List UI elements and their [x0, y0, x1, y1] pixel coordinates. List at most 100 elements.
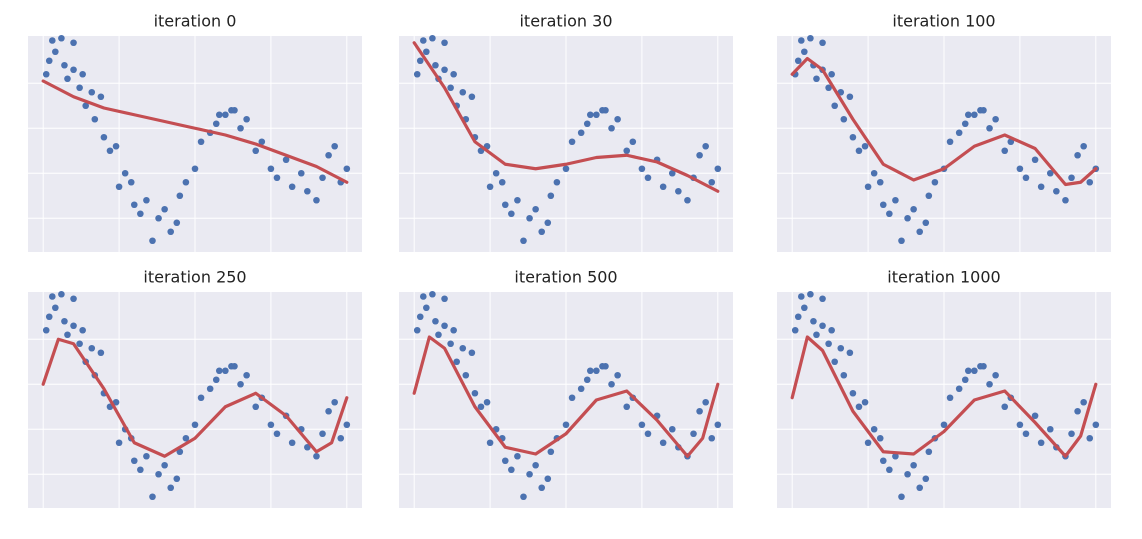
point [441, 322, 448, 330]
point [831, 358, 838, 366]
point [971, 367, 978, 375]
point [791, 326, 799, 334]
point [593, 111, 600, 119]
point [553, 178, 561, 186]
point [447, 340, 454, 348]
point [813, 331, 820, 339]
point [876, 434, 884, 442]
point [1046, 425, 1054, 433]
point [413, 326, 421, 334]
point [325, 407, 332, 415]
point [828, 326, 835, 334]
point [986, 380, 993, 388]
point [42, 326, 50, 334]
point [432, 317, 439, 325]
point [462, 371, 470, 379]
point [614, 115, 621, 123]
point [88, 344, 96, 352]
point [532, 205, 539, 213]
point [304, 187, 311, 195]
point [925, 448, 933, 456]
point [702, 142, 709, 150]
point [419, 293, 427, 300]
point [423, 304, 430, 312]
point [212, 120, 220, 128]
point [568, 394, 576, 402]
point [222, 367, 229, 375]
point [459, 88, 467, 96]
point [638, 165, 646, 173]
point [602, 362, 609, 370]
point [508, 466, 515, 474]
point [602, 106, 609, 114]
point [88, 88, 96, 96]
point [547, 448, 555, 456]
point [922, 475, 930, 483]
point [961, 376, 969, 384]
point [1080, 398, 1087, 406]
point [137, 466, 144, 474]
point [1086, 178, 1094, 186]
point [583, 376, 591, 384]
point [477, 403, 485, 411]
point [191, 421, 199, 429]
panel-title: iteration 250 [143, 268, 246, 287]
point [161, 461, 168, 469]
point [42, 70, 50, 78]
point [48, 293, 56, 300]
point [212, 376, 220, 384]
point [61, 61, 68, 69]
point [980, 106, 987, 114]
point [514, 452, 521, 460]
point [986, 124, 993, 132]
point [807, 34, 814, 42]
point [501, 201, 509, 209]
point [797, 293, 805, 300]
point [886, 210, 893, 218]
point [1016, 165, 1024, 173]
point [898, 237, 905, 245]
point [586, 111, 594, 119]
point [544, 219, 552, 227]
point [319, 174, 326, 182]
point [441, 39, 448, 47]
point [331, 398, 338, 406]
point [222, 111, 229, 119]
point [708, 178, 716, 186]
point [215, 367, 223, 375]
point [696, 407, 703, 415]
point [243, 115, 250, 123]
point [608, 124, 615, 132]
point [70, 322, 77, 330]
point [112, 398, 120, 406]
panel: iteration 100 [777, 12, 1111, 252]
point [583, 120, 591, 128]
point [58, 34, 65, 42]
point [916, 484, 924, 492]
point [155, 214, 162, 222]
point [231, 362, 238, 370]
point [498, 178, 506, 186]
point [237, 380, 244, 388]
fit-line [790, 56, 1098, 187]
panel-title: iteration 100 [892, 12, 995, 31]
point [416, 57, 424, 65]
point [45, 57, 53, 65]
point [614, 371, 621, 379]
point [544, 475, 552, 483]
point [115, 439, 123, 447]
point [810, 317, 817, 325]
point [1022, 174, 1030, 182]
point [237, 124, 244, 132]
point [794, 313, 802, 321]
fit-line [41, 337, 349, 458]
point [946, 394, 954, 402]
panel: iteration 1000 [777, 268, 1111, 508]
point [690, 430, 697, 438]
point [297, 169, 305, 177]
point [532, 461, 539, 469]
point [904, 214, 911, 222]
point [520, 237, 527, 245]
point [813, 75, 820, 83]
point [76, 340, 83, 348]
